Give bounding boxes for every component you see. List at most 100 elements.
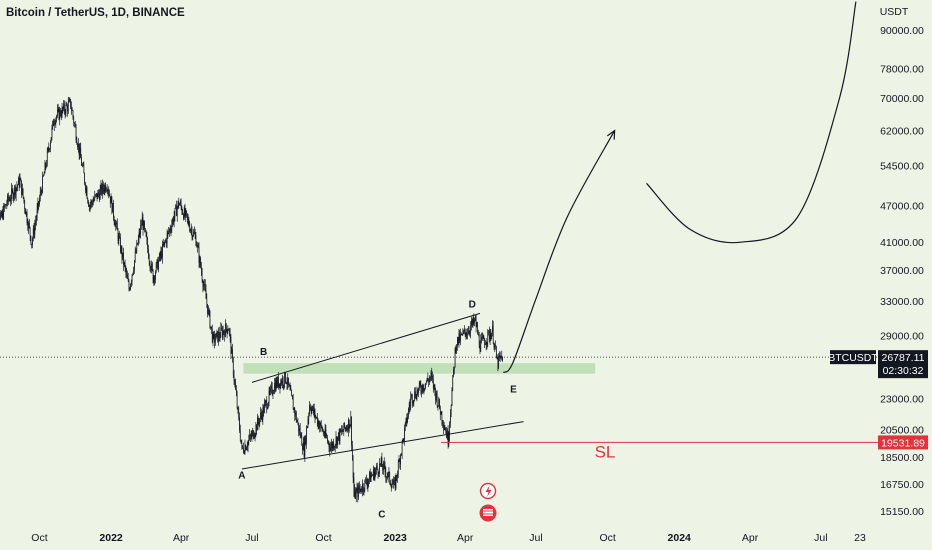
candle xyxy=(404,421,406,431)
candle-body xyxy=(28,222,29,229)
candle-body xyxy=(241,442,243,446)
candle-body xyxy=(24,201,26,209)
candle xyxy=(407,412,408,424)
candle xyxy=(405,417,407,427)
candle xyxy=(163,242,165,248)
flash-icon-bolt xyxy=(485,485,492,497)
candle-body xyxy=(500,355,502,358)
candle-body xyxy=(76,140,78,145)
candle-body xyxy=(369,472,371,482)
candle-body xyxy=(127,278,129,282)
candle-body xyxy=(411,394,412,397)
candle-body xyxy=(166,233,168,244)
candle xyxy=(105,182,106,194)
candle-body xyxy=(201,267,202,273)
candle-body xyxy=(173,216,175,223)
candle-body xyxy=(22,188,24,198)
candle xyxy=(137,242,138,246)
candle xyxy=(458,329,460,348)
candle xyxy=(104,182,106,196)
candle xyxy=(409,399,411,413)
candle xyxy=(280,378,282,390)
candle-body xyxy=(457,337,459,344)
candle xyxy=(267,401,269,409)
candle xyxy=(472,316,474,328)
candle xyxy=(264,398,265,414)
candle xyxy=(138,228,140,244)
time-axis-tick: Jul xyxy=(814,532,827,544)
candle-body xyxy=(158,253,160,261)
flash-icon[interactable] xyxy=(479,482,497,500)
price-axis-unit: USDT xyxy=(880,6,909,18)
candle xyxy=(326,433,328,439)
candle xyxy=(260,407,261,423)
candle-body xyxy=(215,332,217,340)
candle-body xyxy=(356,487,358,491)
candle-body xyxy=(333,442,335,449)
candle xyxy=(177,200,179,210)
time-axis[interactable]: Oct 2022 Apr Jul Oct 2023 Apr Jul Oct 2024 Apr Jul 2… xyxy=(31,532,866,544)
candle xyxy=(346,425,348,431)
candle-body xyxy=(481,337,482,340)
candle-body xyxy=(486,341,488,345)
candle xyxy=(491,332,493,340)
candle xyxy=(144,227,146,233)
candle-body xyxy=(51,127,53,138)
candle xyxy=(45,162,47,171)
price-axis-tick: 54500.00 xyxy=(880,160,924,172)
candle xyxy=(143,220,145,231)
candle-body xyxy=(252,430,254,434)
candle xyxy=(300,432,302,439)
flag-icon[interactable] xyxy=(479,504,497,522)
candle-body xyxy=(285,372,286,383)
candle xyxy=(225,319,226,338)
candle xyxy=(487,328,489,348)
price-axis[interactable]: USDT 90000.00 78000.00 70000.00 62000.00 5450… xyxy=(880,6,924,518)
candle xyxy=(268,386,270,407)
time-axis-tick: Oct xyxy=(599,532,615,544)
candle xyxy=(65,101,67,117)
candle xyxy=(443,420,444,435)
candle-body xyxy=(78,143,80,155)
candle xyxy=(113,199,114,221)
drawings-layer xyxy=(0,1,878,470)
candle-body xyxy=(168,231,170,233)
candle-body xyxy=(180,202,182,207)
candle xyxy=(120,233,121,254)
candle xyxy=(239,424,241,442)
candle xyxy=(225,322,227,333)
candle-body xyxy=(283,384,285,386)
icons-layer[interactable] xyxy=(479,482,497,522)
candle-body xyxy=(316,416,318,425)
candle-body xyxy=(300,434,302,437)
candle xyxy=(39,187,41,202)
chart-title: Bitcoin / TetherUS, 1D, BINANCE xyxy=(6,7,185,19)
candle xyxy=(385,466,387,483)
candle xyxy=(63,100,64,112)
candle xyxy=(172,216,174,226)
candle xyxy=(250,430,252,440)
candle-body xyxy=(483,336,485,341)
candle-body xyxy=(194,231,195,234)
candle-body xyxy=(448,435,450,445)
candle-body xyxy=(492,325,494,344)
candle-body xyxy=(95,194,96,196)
candle-body xyxy=(429,378,430,383)
candle xyxy=(439,405,441,421)
candle xyxy=(199,255,201,268)
candle-body xyxy=(445,430,447,432)
candle xyxy=(434,383,436,396)
candle xyxy=(492,320,493,337)
candle-body xyxy=(206,298,208,305)
candle-body xyxy=(459,333,461,341)
candle xyxy=(318,420,320,429)
candle-body xyxy=(373,469,375,480)
candle xyxy=(113,215,115,226)
candle-body xyxy=(167,231,169,234)
candle xyxy=(155,270,156,284)
candle xyxy=(446,426,447,439)
candle xyxy=(147,236,149,254)
candle-body xyxy=(217,331,219,342)
